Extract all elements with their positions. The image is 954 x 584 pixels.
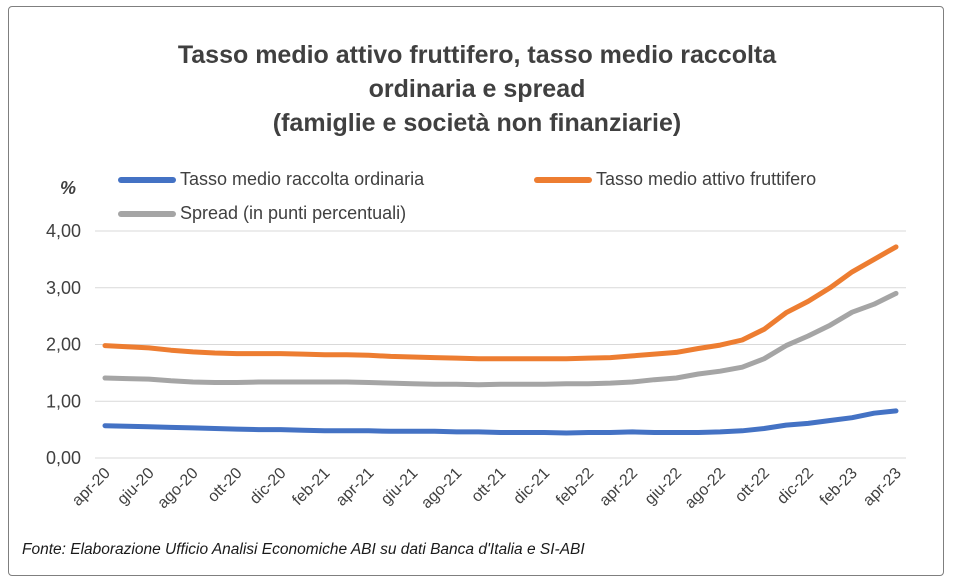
x-tick-label: dic-22: [774, 465, 817, 508]
x-tick-label: apr-20: [69, 465, 114, 510]
x-tick-label: apr-21: [333, 465, 378, 510]
y-tick-label: 0,00: [46, 448, 81, 468]
x-tick-label: giu-20: [114, 465, 158, 509]
x-tick-label: ott-21: [468, 465, 509, 506]
x-tick-label: feb-23: [817, 465, 861, 509]
chart-frame: [8, 6, 944, 576]
legend-item-raccolta: Tasso medio raccolta ordinaria: [118, 169, 424, 190]
x-tick-label: giu-21: [378, 465, 422, 509]
series-line-1: [102, 244, 899, 362]
x-tick-label: dic-20: [247, 465, 290, 508]
legend-swatch-raccolta: [118, 176, 176, 183]
x-tick-label: apr-22: [596, 465, 641, 510]
legend-swatch-attivo: [534, 176, 592, 183]
legend-label-attivo: Tasso medio attivo fruttifero: [596, 169, 817, 189]
legend-label-spread: Spread (in punti percentuali): [180, 203, 407, 223]
x-tick-label: ott-20: [205, 465, 246, 506]
x-tick-label: ago-21: [418, 465, 465, 512]
series-line-2: [102, 290, 899, 388]
x-tick-label: giu-22: [642, 465, 686, 509]
x-tick-label: dic-21: [510, 465, 553, 508]
chart-title-line-1: Tasso medio attivo fruttifero, tasso med…: [177, 41, 777, 69]
y-axis-unit-label: %: [60, 178, 77, 198]
source-note: Fonte: Elaborazione Ufficio Analisi Econ…: [22, 541, 585, 558]
chart-title-line-3: (famiglie e società non finanziarie): [272, 109, 682, 137]
legend-swatch-spread: [118, 210, 176, 217]
x-tick-label: ago-22: [682, 465, 729, 512]
x-tick-label: feb-22: [553, 465, 597, 509]
x-tick-label: feb-21: [289, 465, 333, 509]
x-tick-label: ago-20: [154, 465, 201, 512]
gridlines: [95, 230, 906, 459]
chart-title-line-2: ordinaria e spread: [368, 75, 586, 103]
x-tick-label: ott-22: [732, 465, 773, 506]
series-lines: [102, 244, 899, 436]
legend-item-spread: Spread (in punti percentuali): [118, 203, 406, 224]
chart-title: Tasso medio attivo fruttifero, tasso med…: [0, 38, 954, 140]
y-tick-label: 2,00: [46, 335, 81, 355]
legend-item-attivo: Tasso medio attivo fruttifero: [534, 169, 816, 190]
y-tick-label: 1,00: [46, 391, 81, 411]
legend-label-raccolta: Tasso medio raccolta ordinaria: [180, 169, 425, 189]
y-tick-label: 3,00: [46, 278, 81, 298]
series-line-0: [102, 408, 899, 436]
y-tick-label: 4,00: [46, 221, 81, 241]
x-tick-label: apr-23: [860, 465, 905, 510]
y-axis-ticks: 0,00 1,00 2,00 3,00 4,00: [46, 221, 81, 468]
